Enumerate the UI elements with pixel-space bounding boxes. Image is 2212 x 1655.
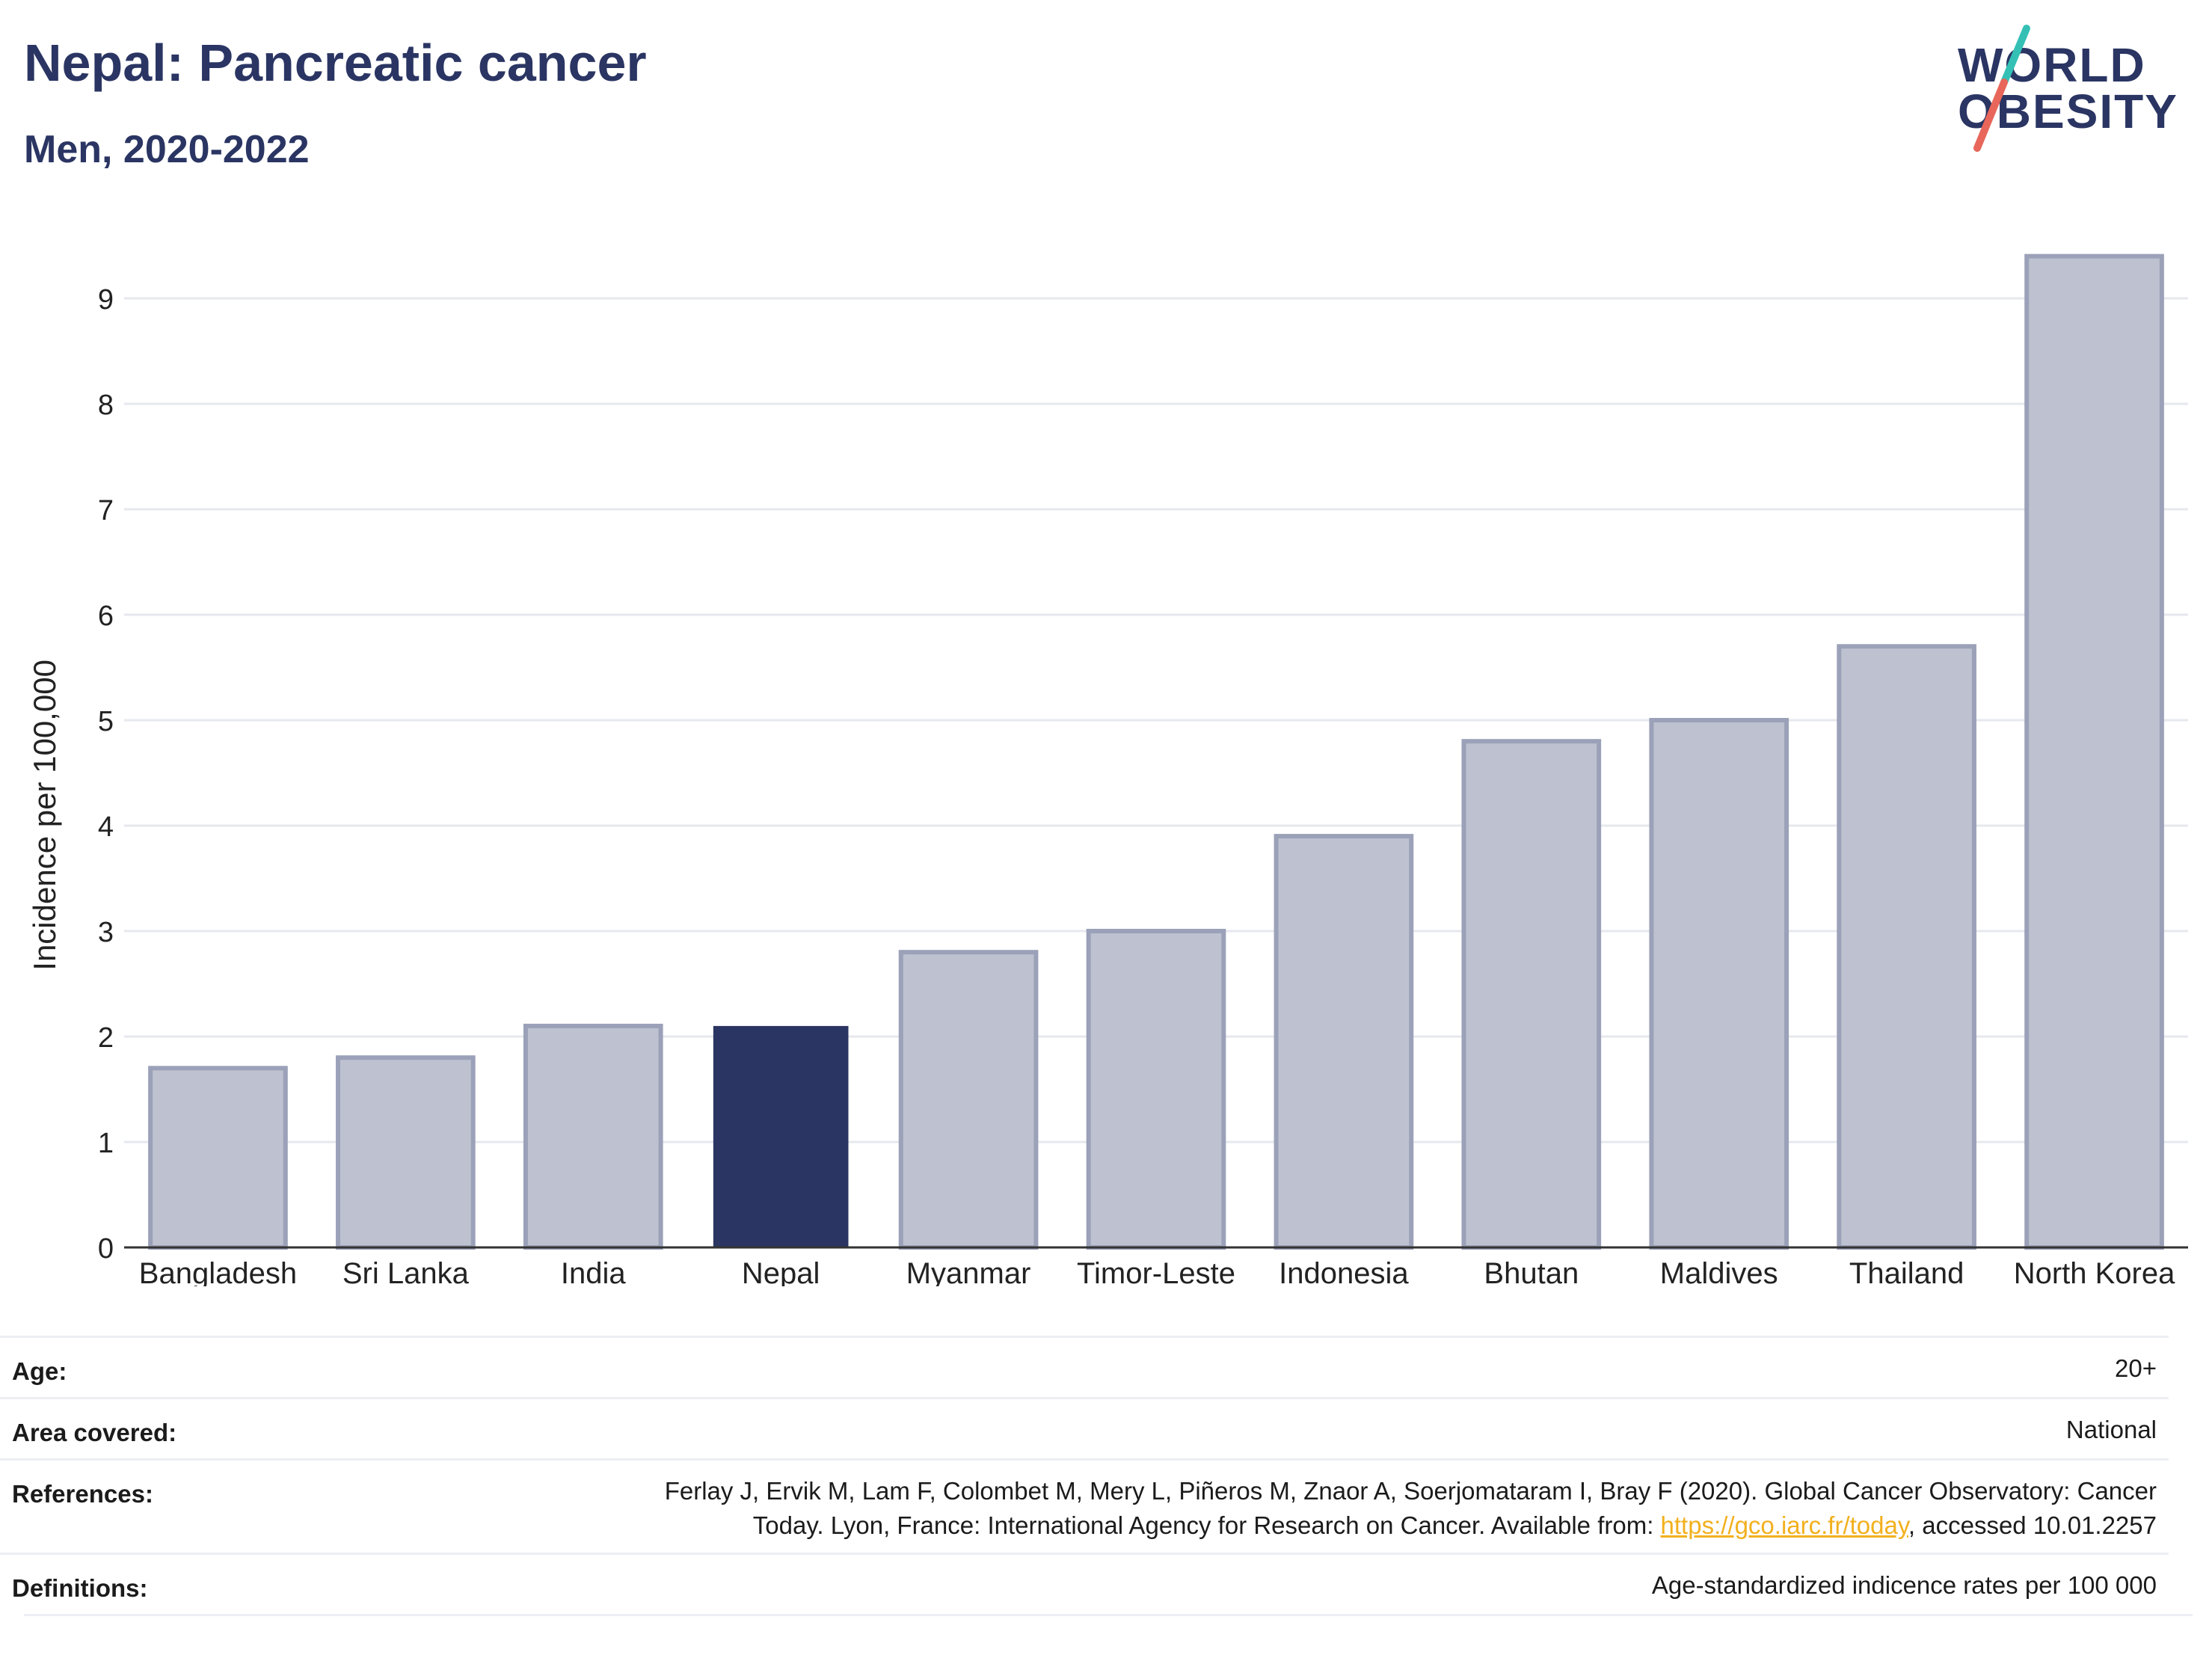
y-tick-label: 1 [98,1128,114,1159]
area-label: Area covered: [12,1419,177,1446]
references-accessed: , accessed 10.01.2257 [1908,1511,2157,1539]
bar-nepal [713,1025,849,1247]
info-row-area: Area covered: National [0,1397,2169,1459]
y-tick-label: 6 [98,601,114,632]
x-tick-label: Bangladesh [139,1257,297,1286]
y-tick-label: 7 [98,495,114,526]
page-title: Nepal: Pancreatic cancer [24,34,647,92]
info-bottom-divider [24,1614,2193,1616]
x-tick-label: Sri Lanka [342,1257,470,1286]
area-value: National [2065,1416,2157,1443]
x-tick-label: Nepal [742,1257,820,1286]
bar-indonesia [1274,834,1414,1250]
x-tick-label: India [561,1257,626,1286]
world-obesity-logo: WORLD OBESITY [1944,22,2199,157]
info-row-age: Age: 20+ [0,1336,2169,1398]
y-axis-label: Incidence per 100,000 [27,660,62,971]
bar-myanmar [898,950,1039,1250]
y-tick-label: 5 [98,706,114,737]
logo-slash-icon [1973,25,2030,152]
x-tick-label: Bhutan [1484,1257,1579,1286]
y-tick-label: 8 [98,390,114,421]
y-tick-label: 4 [98,811,114,843]
age-value: 20+ [2115,1354,2157,1382]
references-line-1: Ferlay J, Ervik M, Lam F, Colombet M, Me… [664,1477,2157,1505]
x-tick-label: Timor-Leste [1077,1257,1235,1286]
info-row-references: References: Ferlay J, Ervik M, Lam F, Co… [0,1458,2169,1553]
y-tick-label: 2 [98,1022,114,1054]
y-tick-label: 3 [98,917,114,948]
x-tick-label: Indonesia [1279,1257,1409,1286]
bar-north-korea [2024,254,2164,1250]
bar-chart: 0 1 2 3 4 5 6 7 8 9 Incidence per 100,000 Banglades… [27,254,2188,1286]
bar-bangladesh [148,1066,288,1250]
y-tick-label: 9 [98,284,114,316]
age-label: Age: [12,1357,67,1385]
references-link[interactable]: https://gco.iarc.fr/today [1660,1511,1908,1539]
bar-thailand [1837,644,1976,1250]
bar-timor-leste [1086,929,1226,1250]
definitions-label: Definitions: [12,1574,148,1602]
logo-line1: WORLD [1958,38,2146,92]
bar-bhutan [1461,739,1602,1250]
info-row-definitions: Definitions: Age-standardized indicence … [0,1553,2169,1615]
x-tick-label: Myanmar [906,1257,1031,1286]
page-subtitle: Men, 2020-2022 [24,128,310,171]
bar-sri-lanka [336,1055,476,1250]
definitions-value: Age-standardized indicence rates per 100… [1651,1571,2157,1599]
x-tick-label: Maldives [1660,1257,1778,1286]
references-value: Ferlay J, Ervik M, Lam F, Colombet M, Me… [287,1474,2157,1543]
bar-maldives [1649,718,1789,1250]
references-line-2: Today. Lyon, France: International Agenc… [287,1508,2157,1543]
bar-india [523,1023,663,1250]
references-line-2-text: Today. Lyon, France: International Agenc… [752,1511,1661,1539]
references-label: References: [12,1480,153,1508]
x-tick-label: Thailand [1849,1257,1964,1286]
y-tick-label: 0 [98,1233,114,1265]
x-tick-label: North Korea [2014,1257,2175,1286]
